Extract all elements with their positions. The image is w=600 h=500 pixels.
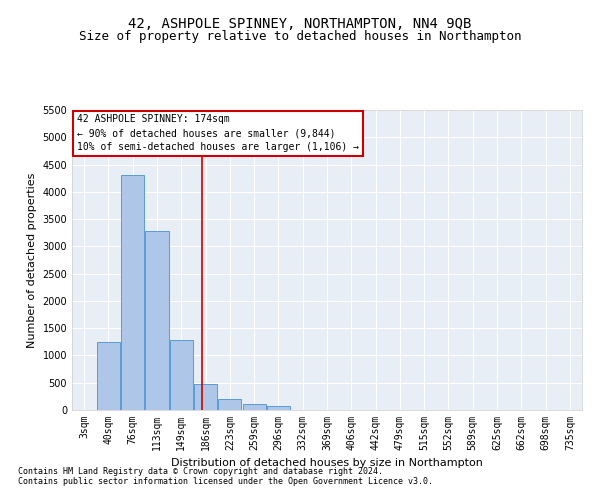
Bar [218, 398, 241, 410]
Bar [242, 404, 266, 410]
Bar [121, 176, 144, 410]
Bar [145, 231, 169, 410]
Text: Contains public sector information licensed under the Open Government Licence v3: Contains public sector information licen… [18, 477, 433, 486]
Y-axis label: Number of detached properties: Number of detached properties [27, 172, 37, 348]
Bar [194, 384, 217, 410]
Text: 42 ASHPOLE SPINNEY: 174sqm
← 90% of detached houses are smaller (9,844)
10% of s: 42 ASHPOLE SPINNEY: 174sqm ← 90% of deta… [77, 114, 359, 152]
X-axis label: Distribution of detached houses by size in Northampton: Distribution of detached houses by size … [171, 458, 483, 468]
Text: Size of property relative to detached houses in Northampton: Size of property relative to detached ho… [79, 30, 521, 43]
Bar [267, 406, 290, 410]
Text: 42, ASHPOLE SPINNEY, NORTHAMPTON, NN4 9QB: 42, ASHPOLE SPINNEY, NORTHAMPTON, NN4 9Q… [128, 18, 472, 32]
Bar [97, 342, 120, 410]
Bar [170, 340, 193, 410]
Text: Contains HM Land Registry data © Crown copyright and database right 2024.: Contains HM Land Registry data © Crown c… [18, 467, 383, 476]
